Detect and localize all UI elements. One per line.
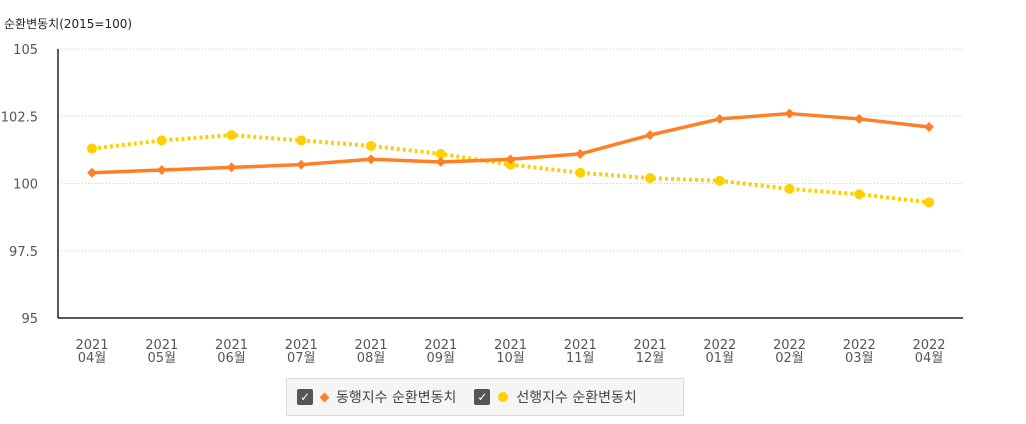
x-tick-year: 2021: [494, 338, 527, 353]
gridlines: [58, 48, 963, 252]
y-tick-labels: 105 102.5 100 97.5 95: [1, 43, 38, 327]
diamond-icon: [319, 392, 330, 402]
x-tick-month: 12월: [636, 351, 665, 366]
data-point-coincident: [156, 165, 167, 175]
y-tick-label: 95: [21, 312, 38, 327]
data-point-coincident: [645, 130, 655, 141]
data-point-coincident: [714, 113, 725, 124]
data-point-leading: [784, 183, 795, 194]
data-point-coincident: [854, 113, 865, 124]
x-tick-month: 10월: [496, 351, 525, 366]
x-tick-labels: 202104월202105월202106월202107월202108월20210…: [75, 338, 945, 366]
data-point-leading: [854, 189, 865, 200]
y-tick-label: 105: [13, 43, 38, 58]
legend-item-coincident[interactable]: ✓ 동행지수 순환변동치: [297, 387, 456, 407]
x-tick-month: 04월: [915, 351, 944, 366]
x-tick-year: 2022: [912, 338, 945, 353]
checkbox-checked-icon[interactable]: ✓: [297, 389, 313, 405]
x-tick-month: 05월: [147, 351, 176, 366]
chart-legend: ✓ 동행지수 순환변동치 ✓ 선행지수 순환변동치: [286, 378, 684, 416]
x-tick-month: 09월: [426, 351, 455, 366]
y-tick-label: 100: [13, 178, 38, 193]
legend-item-leading[interactable]: ✓ 선행지수 순환변동치: [474, 387, 637, 407]
data-point-coincident: [226, 162, 237, 173]
y-axis-label: 순환변동치(2015=100): [4, 17, 132, 31]
circle-icon: [498, 392, 509, 402]
x-tick-year: 2021: [145, 338, 178, 353]
x-tick-year: 2022: [843, 338, 876, 353]
x-tick-year: 2021: [633, 338, 666, 353]
data-point-leading: [435, 148, 446, 159]
x-tick-month: 07월: [287, 351, 316, 366]
x-tick-month: 11월: [566, 351, 595, 366]
data-point-leading: [366, 140, 376, 151]
x-tick-month: 01월: [705, 351, 734, 366]
series-markers: [87, 108, 934, 208]
x-tick-year: 2021: [564, 338, 597, 353]
x-tick-month: 06월: [217, 351, 246, 366]
x-tick-month: 03월: [845, 351, 874, 366]
data-point-leading: [87, 143, 97, 154]
data-point-coincident: [784, 108, 795, 119]
data-point-coincident: [296, 159, 307, 170]
data-point-leading: [296, 135, 307, 146]
x-tick-year: 2022: [703, 338, 736, 353]
legend-label-leading: 선행지수 순환변동치: [516, 390, 637, 406]
legend-label-coincident: 동행지수 순환변동치: [336, 390, 457, 406]
data-point-coincident: [575, 148, 586, 159]
data-point-leading: [156, 135, 167, 146]
x-tick-year: 2021: [354, 338, 387, 353]
x-tick-year: 2022: [773, 338, 806, 353]
data-point-leading: [226, 130, 237, 141]
x-tick-month: 08월: [357, 351, 386, 366]
y-tick-label: 102.5: [1, 110, 38, 125]
data-point-coincident: [366, 154, 376, 165]
x-tick-year: 2021: [424, 338, 457, 353]
axes: [57, 49, 963, 319]
checkbox-checked-icon[interactable]: ✓: [474, 389, 491, 405]
data-point-coincident: [87, 167, 97, 178]
data-point-leading: [924, 197, 934, 208]
data-point-leading: [505, 159, 516, 170]
x-tick-month: 02월: [775, 351, 804, 366]
data-point-leading: [645, 173, 655, 184]
data-point-leading: [714, 175, 725, 186]
data-point-leading: [575, 167, 586, 178]
y-tick-label: 97.5: [9, 245, 38, 260]
data-point-coincident: [505, 154, 516, 165]
x-tick-year: 2021: [75, 338, 108, 353]
data-point-coincident: [924, 122, 934, 132]
data-point-coincident: [435, 157, 446, 167]
x-tick-year: 2021: [215, 338, 248, 353]
x-tick-year: 2021: [285, 338, 318, 353]
x-tick-month: 04월: [78, 351, 107, 366]
